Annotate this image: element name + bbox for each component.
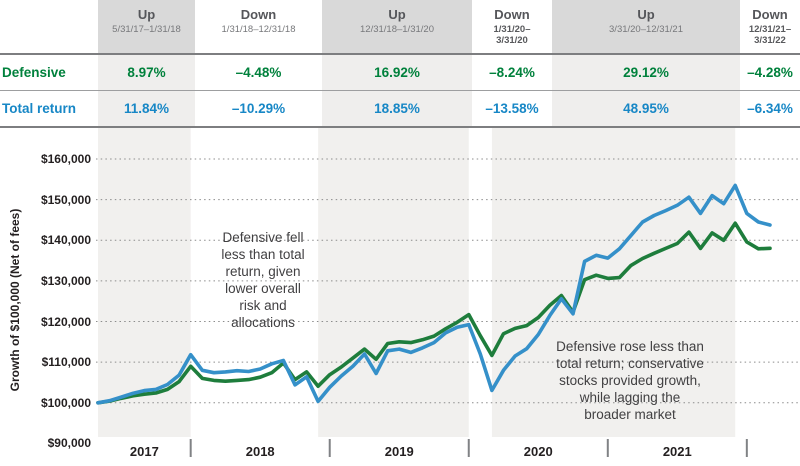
x-year-label-2021: 2021 bbox=[662, 444, 692, 459]
total-down1-value: –10.29% bbox=[231, 101, 286, 116]
annotation-defensive-rose: Defensive rose less than total return; c… bbox=[556, 339, 704, 422]
performance-table: Up 5/31/17–1/31/18 Down 1/31/18–12/31/18… bbox=[0, 0, 800, 128]
defensive-up2-value: 16.92% bbox=[322, 55, 472, 90]
y-tick-label: $140,000 bbox=[40, 233, 91, 248]
y-axis-title: Growth of $100,000 (Net of fees) bbox=[8, 208, 22, 392]
period-direction: Down bbox=[240, 7, 277, 22]
y-tick-label: $120,000 bbox=[40, 314, 91, 329]
defensive-down3-value: –4.28% bbox=[747, 65, 793, 80]
period-direction: Down bbox=[494, 7, 530, 22]
period-direction: Up bbox=[137, 7, 156, 22]
row-label-defensive: Defensive bbox=[2, 65, 66, 80]
header-down-3: Down 12/31/21– 3/31/22 bbox=[740, 0, 800, 53]
y-tick-label: $130,000 bbox=[40, 273, 91, 288]
total-up2-value: 18.85% bbox=[322, 91, 472, 126]
header-up-3: Up 3/31/20–12/31/21 bbox=[552, 0, 740, 53]
line-series bbox=[96, 183, 772, 405]
total-down3-value: –6.34% bbox=[747, 101, 793, 116]
up-period-shaded-bands bbox=[98, 128, 736, 437]
period-dates: 3/31/20–12/31/21 bbox=[609, 24, 683, 35]
period-direction: Up bbox=[388, 7, 406, 22]
header-up-1: Up 5/31/17–1/31/18 bbox=[98, 0, 195, 53]
period-dates: 1/31/20– 3/31/20 bbox=[493, 24, 531, 46]
y-tick-label: $90,000 bbox=[47, 436, 91, 451]
total-up1-value: 11.84% bbox=[98, 91, 195, 126]
x-year-label-2019: 2019 bbox=[384, 444, 414, 459]
y-tick-label: $150,000 bbox=[40, 192, 91, 207]
period-dates: 1/31/18–12/31/18 bbox=[221, 24, 296, 35]
period-dates: 12/31/18–1/31/20 bbox=[360, 24, 434, 35]
period-dates: 5/31/17–1/31/18 bbox=[112, 24, 181, 35]
y-tick-label: $100,000 bbox=[40, 395, 91, 410]
header-up-2: Up 12/31/18–1/31/20 bbox=[322, 0, 472, 53]
defensive-up3-value: 29.12% bbox=[552, 55, 740, 90]
total-up3-value: 48.95% bbox=[552, 91, 740, 126]
period-direction: Down bbox=[752, 7, 788, 22]
header-down-2: Down 1/31/20– 3/31/20 bbox=[472, 0, 552, 53]
period-direction: Up bbox=[637, 7, 655, 22]
defensive-down1-value: –4.48% bbox=[235, 65, 282, 80]
table-row-total-return: Total return 11.84% –10.29% 18.85% –13.5… bbox=[0, 91, 800, 128]
period-dates: 12/31/21– 3/31/22 bbox=[748, 24, 792, 46]
annotation-defensive-fell: Defensive fell less than total return, g… bbox=[221, 230, 305, 330]
y-tick-label: $110,000 bbox=[41, 355, 91, 370]
table-corner-cell bbox=[0, 0, 98, 53]
x-year-label-2020: 2020 bbox=[523, 444, 553, 459]
table-header-row: Up 5/31/17–1/31/18 Down 1/31/18–12/31/18… bbox=[0, 0, 800, 55]
defensive-down2-value: –8.24% bbox=[489, 65, 535, 80]
row-label-total-return: Total return bbox=[2, 101, 76, 116]
defensive-up1-value: 8.97% bbox=[98, 55, 195, 90]
x-year-label-2017: 2017 bbox=[129, 444, 159, 459]
y-tick-label: $160,000 bbox=[40, 152, 91, 166]
header-down-1: Down 1/31/18–12/31/18 bbox=[195, 0, 322, 53]
table-row-defensive: Defensive 8.97% –4.48% 16.92% –8.24% 29.… bbox=[0, 55, 800, 91]
x-axis-tick-marks bbox=[189, 439, 748, 457]
x-year-label-2018: 2018 bbox=[245, 444, 275, 459]
total-down2-value: –13.58% bbox=[485, 101, 539, 116]
